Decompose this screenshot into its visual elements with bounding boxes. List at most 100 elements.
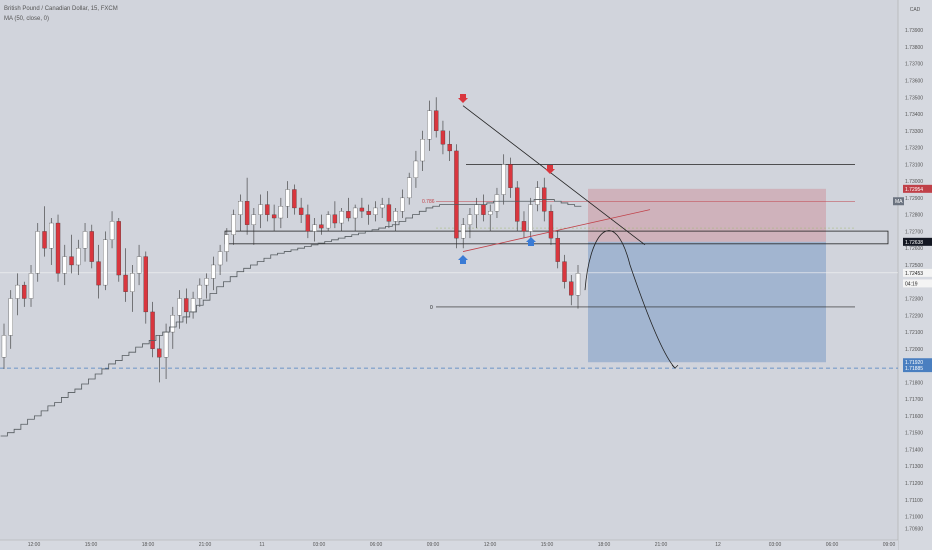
y-tick-label: 1.72600 [905, 246, 923, 252]
time-axis-panel [0, 540, 898, 550]
candle-body [386, 204, 392, 222]
x-tick-label: 12 [715, 542, 721, 548]
price-tag-text: 1.72638 [905, 240, 923, 246]
candle-body [82, 231, 88, 249]
price-tag-text: MA [895, 199, 903, 205]
candle-body [454, 150, 459, 239]
candle-body [481, 204, 486, 215]
y-tick-label: 1.71000 [905, 515, 923, 521]
candle-body [177, 298, 182, 316]
candle-body [346, 211, 351, 219]
candle-body [197, 284, 203, 299]
candle-body [352, 207, 358, 219]
candle-body [447, 144, 452, 152]
sell-signal-arrow-1 [458, 94, 468, 103]
candle-body [62, 256, 67, 274]
candle-body [136, 256, 142, 274]
y-tick-label: 1.70930 [905, 526, 923, 532]
x-tick-label: 11 [259, 542, 264, 548]
price-tag-text: 04:19 [905, 281, 918, 287]
price-tag-bg [893, 197, 904, 206]
x-tick-label: 21:00 [655, 542, 668, 548]
x-tick-label: 09:00 [427, 542, 440, 548]
candle-body [157, 348, 162, 358]
price-tag-bg [903, 237, 932, 246]
candle-body [217, 251, 223, 266]
candle-body [150, 311, 155, 349]
fib-0786-label: 0.786 [422, 199, 435, 205]
y-tick-label: 1.71200 [905, 481, 923, 487]
reward-zone [588, 241, 826, 363]
candle-body [211, 264, 216, 279]
candle-body [359, 207, 365, 212]
x-tick-label: 09:00 [883, 542, 896, 548]
candle-body [42, 231, 47, 249]
candle-body [562, 261, 567, 282]
candle-body [339, 211, 344, 224]
candle-body [515, 187, 520, 222]
candle-body [508, 164, 513, 188]
candle-body [312, 224, 317, 232]
y-tick-label: 1.73700 [905, 62, 923, 68]
candle-body [332, 214, 338, 224]
candle-body [379, 204, 385, 209]
y-tick-label: 1.72200 [905, 313, 923, 319]
projection-arrowhead [671, 364, 679, 369]
candle-body [440, 130, 446, 145]
y-tick-label: 1.73900 [905, 28, 923, 34]
candle-body [258, 204, 263, 215]
y-tick-label: 1.73400 [905, 112, 923, 118]
x-tick-label: 03:00 [769, 542, 782, 548]
candle-body [501, 164, 506, 195]
candle-body [488, 211, 493, 215]
candle-body [265, 204, 270, 215]
y-tick-label: 1.73000 [905, 179, 923, 185]
candle-body [461, 224, 466, 239]
buy-signal-arrow-2 [526, 237, 536, 246]
descending-trendline [462, 105, 646, 246]
y-tick-label: 1.71300 [905, 464, 923, 470]
price-tag-bg [903, 184, 932, 193]
candle-body [325, 214, 331, 229]
y-tick-label: 1.73500 [905, 95, 923, 101]
candle-body [224, 234, 230, 252]
candle-body [528, 204, 533, 232]
y-tick-label: 1.72000 [905, 347, 923, 353]
x-tick-label: 12:00 [28, 542, 41, 548]
candle-body [22, 284, 27, 299]
y-tick-label: 1.73300 [905, 129, 923, 135]
candle-body [103, 239, 108, 286]
price-tag-bg [903, 358, 932, 367]
x-tick-label: 15:00 [541, 542, 554, 548]
candle-body [238, 201, 243, 215]
price-tag-bg [903, 364, 932, 373]
x-tick-label: 18:00 [598, 542, 611, 548]
y-tick-label: 1.72800 [905, 213, 923, 219]
x-tick-label: 18:00 [142, 542, 155, 548]
candle-body [163, 331, 169, 358]
y-tick-label: 1.72100 [905, 330, 923, 336]
price-tag-text: 1.72453 [905, 271, 923, 277]
candle-body [319, 224, 324, 229]
y-tick-label: 1.71500 [905, 431, 923, 437]
candle-body [569, 281, 574, 296]
fib-0-label: 0 [430, 305, 433, 311]
candle-body [366, 211, 371, 215]
candle-body [575, 273, 581, 296]
candle-body [130, 273, 135, 292]
candle-body [373, 207, 378, 215]
chart-legend: British Pound / Canadian Dollar, 15, FXC… [4, 4, 118, 24]
candle-body [109, 221, 115, 240]
x-tick-label: 06:00 [826, 542, 839, 548]
candle-body [96, 261, 101, 286]
sell-signal-arrow-2 [545, 165, 555, 174]
x-tick-label: 03:00 [313, 542, 326, 548]
price-tag-text: 1.72954 [905, 187, 923, 193]
candle-body [413, 160, 419, 178]
y-tick-label: 1.72700 [905, 229, 923, 235]
candle-body [251, 214, 257, 225]
candle-body [204, 278, 209, 286]
y-tick-label: 1.71800 [905, 380, 923, 386]
